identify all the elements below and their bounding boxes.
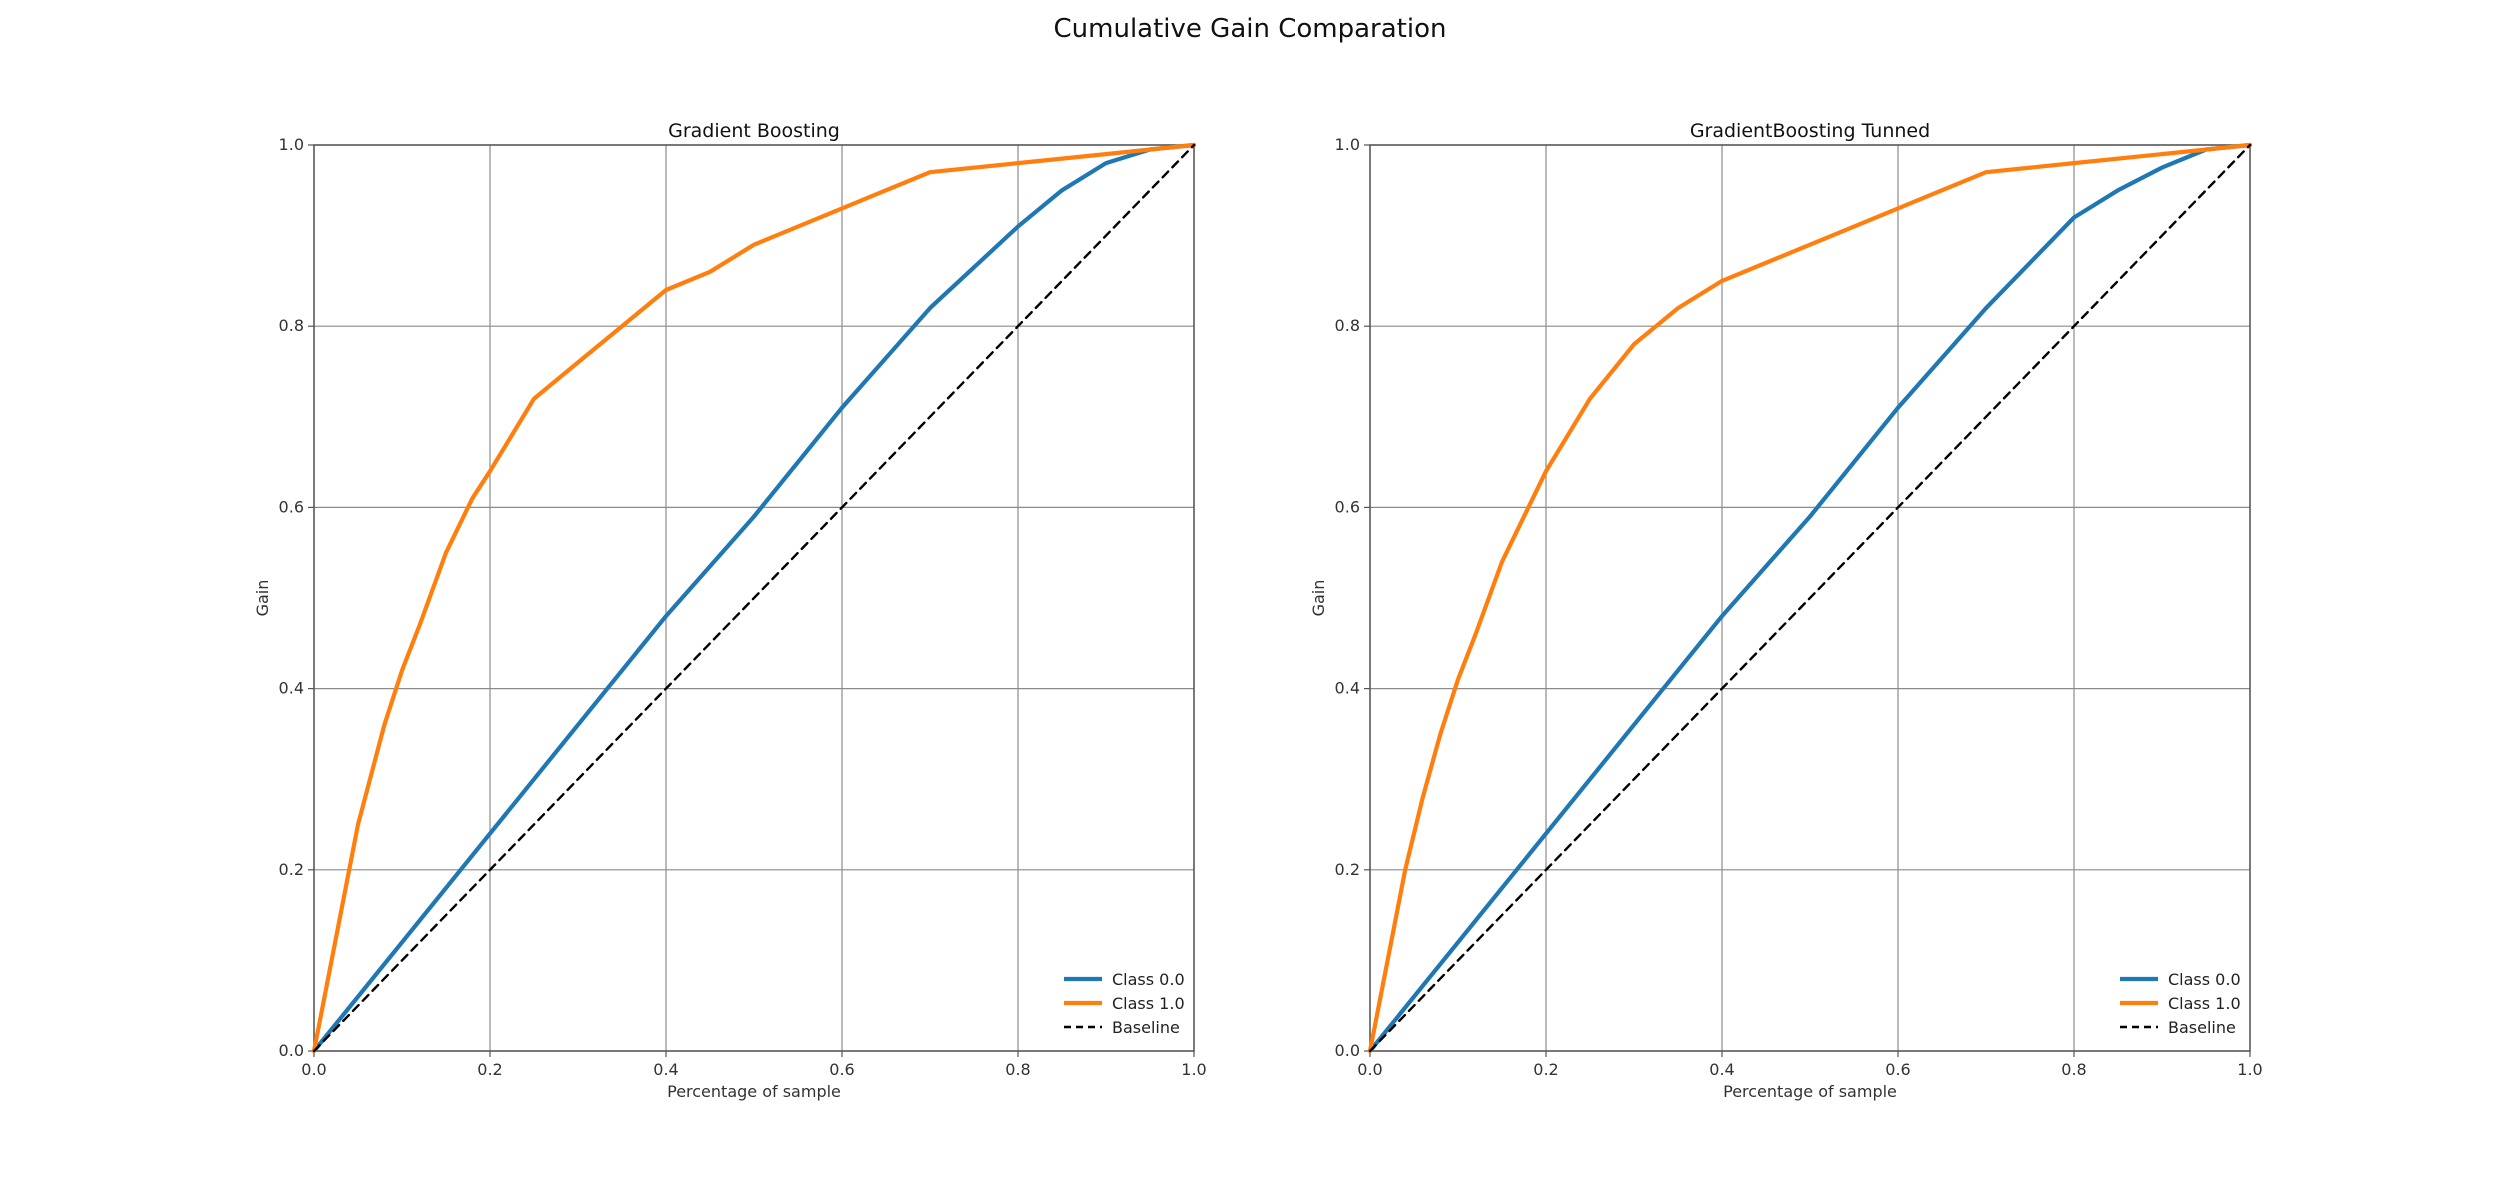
subplot-title: Gradient Boosting xyxy=(668,120,840,142)
legend-label: Class 0.0 xyxy=(1112,970,1185,989)
figure-title: Cumulative Gain Comparation xyxy=(1053,14,1447,44)
chart-panel-1: 0.0 0.2 0.4 0.6 0.8 1.0 0.0 0.2 0.4 0.6 0.8 1.0 Grad… xyxy=(253,120,1207,1101)
legend-label: Baseline xyxy=(1112,1018,1180,1037)
series-line-class-1-0 xyxy=(1367,142,2253,1054)
legend-label: Baseline xyxy=(2168,1018,2236,1037)
x-axis-label: Percentage of sample xyxy=(667,1082,841,1101)
subplot-title: GradientBoosting Tunned xyxy=(1690,120,1930,142)
y-axis-label: Gain xyxy=(253,580,272,617)
y-tick-label: 0.6 xyxy=(1335,497,1360,516)
y-tick-label: 0.6 xyxy=(279,497,304,516)
x-tick-label: 0.6 xyxy=(1885,1060,1910,1079)
chart-panel-2: 0.0 0.2 0.4 0.6 0.8 1.0 0.0 0.2 0.4 0.6 0.8 1.0 Grad… xyxy=(1309,120,2263,1101)
legend-label: Class 0.0 xyxy=(2168,970,2241,989)
axes-frame xyxy=(313,144,1195,1052)
series-line-baseline xyxy=(312,143,1196,1053)
y-tick-label: 0.2 xyxy=(279,860,304,879)
y-tick-label: 0.0 xyxy=(1335,1041,1360,1060)
y-tick-label: 0.8 xyxy=(279,316,304,335)
legend-label: Class 1.0 xyxy=(2168,994,2241,1013)
x-tick-label: 1.0 xyxy=(1181,1060,1206,1079)
x-tick-label: 0.2 xyxy=(477,1060,502,1079)
x-tick-label: 0.6 xyxy=(829,1060,854,1079)
series-line-class-0-0 xyxy=(1367,142,2253,1054)
legend-label: Class 1.0 xyxy=(1112,994,1185,1013)
y-tick-label: 0.8 xyxy=(1335,316,1360,335)
x-tick-label: 0.4 xyxy=(653,1060,678,1079)
y-tick-label: 0.2 xyxy=(1335,860,1360,879)
y-tick-label: 1.0 xyxy=(279,135,304,154)
x-axis-label: Percentage of sample xyxy=(1723,1082,1897,1101)
series-line-baseline xyxy=(1368,143,2252,1053)
x-tick-label: 0.8 xyxy=(1005,1060,1030,1079)
y-axis-label: Gain xyxy=(1309,580,1328,617)
axes-frame xyxy=(1369,144,2251,1052)
x-tick-label: 0.8 xyxy=(2061,1060,2086,1079)
y-tick-label: 0.0 xyxy=(279,1041,304,1060)
x-tick-label: 0.0 xyxy=(1357,1060,1382,1079)
x-tick-label: 1.0 xyxy=(2237,1060,2262,1079)
series-line-class-1-0 xyxy=(311,142,1197,1054)
y-tick-label: 0.4 xyxy=(279,679,304,698)
y-tick-label: 1.0 xyxy=(1335,135,1360,154)
y-tick-label: 0.4 xyxy=(1335,679,1360,698)
x-tick-label: 0.4 xyxy=(1709,1060,1734,1079)
series-line-class-0-0 xyxy=(311,142,1197,1054)
x-tick-label: 0.2 xyxy=(1533,1060,1558,1079)
x-tick-label: 0.0 xyxy=(301,1060,326,1079)
